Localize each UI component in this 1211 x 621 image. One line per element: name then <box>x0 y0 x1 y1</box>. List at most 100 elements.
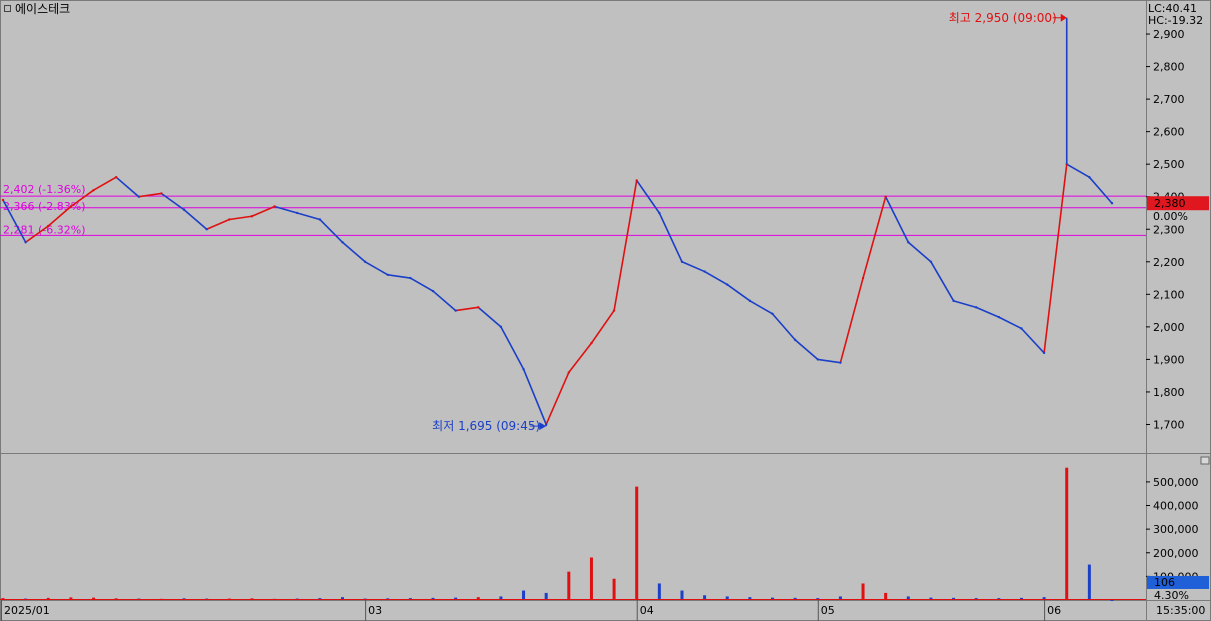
zero-pct-label: 0.00% <box>1153 210 1188 223</box>
volume-bar <box>748 597 752 600</box>
time-tick-label: 04 <box>640 604 654 617</box>
high-arrow-icon <box>1060 13 1067 22</box>
price-segment <box>500 326 525 370</box>
price-segment <box>726 283 751 302</box>
price-segment <box>409 277 434 292</box>
price-segment <box>70 189 94 208</box>
price-point <box>160 192 163 195</box>
time-readout: 15:35:00 <box>1156 604 1205 617</box>
square-icon <box>4 5 11 12</box>
price-segment <box>25 225 49 243</box>
price-point <box>703 270 706 273</box>
price-tick-label: 2,500 <box>1153 158 1185 171</box>
price-point <box>567 371 571 374</box>
price-segment <box>1088 176 1113 204</box>
volume-bar <box>454 597 458 600</box>
price-segment <box>1020 327 1045 354</box>
price-tick-label: 2,600 <box>1153 126 1185 139</box>
high-annotation: 최고 2,950 (09:00) <box>949 11 1057 25</box>
volume-bar <box>952 597 956 600</box>
price-point <box>363 260 367 263</box>
low-annotation: 최저 1,695 (09:45) <box>432 419 540 433</box>
price-segment <box>839 277 864 363</box>
volume-bar <box>476 597 480 600</box>
price-point <box>273 205 276 208</box>
price-point <box>431 289 435 293</box>
price-tick-label: 1,700 <box>1153 418 1185 431</box>
price-segment <box>206 218 230 230</box>
volume-bar <box>1019 597 1023 600</box>
chart-title: 에이스테크 <box>15 2 70 16</box>
price-point <box>1 198 5 202</box>
price-segment <box>183 209 208 230</box>
volume-bar <box>635 486 639 600</box>
price-tick-label: 2,000 <box>1153 321 1185 334</box>
price-segment <box>862 196 887 279</box>
price-point <box>228 218 231 221</box>
price-point <box>884 195 887 198</box>
price-segment <box>613 180 638 311</box>
price-point <box>1020 327 1023 330</box>
price-point <box>477 306 480 309</box>
volume-bar <box>1087 564 1091 600</box>
price-segment <box>341 241 366 263</box>
current-volume-pct: 4.30% <box>1154 589 1189 602</box>
price-point <box>748 299 752 303</box>
price-segment <box>998 316 1022 330</box>
price-segment <box>771 313 796 341</box>
volume-tick-label: 200,000 <box>1153 547 1199 560</box>
price-segment <box>817 358 841 364</box>
volume-bar <box>861 583 865 600</box>
current-price-label: 2,380 <box>1154 197 1186 210</box>
volume-tick-label: 400,000 <box>1153 500 1199 513</box>
price-segment <box>432 290 457 312</box>
volume-bar <box>567 571 571 600</box>
price-point <box>137 195 140 198</box>
current-price-badge <box>1147 196 1209 211</box>
volume-bar <box>657 583 661 600</box>
price-tick-label: 2,100 <box>1153 288 1185 301</box>
price-point <box>997 315 1001 319</box>
hc-label: HC:-19.32 <box>1148 14 1203 27</box>
volume-bar <box>340 597 344 600</box>
pane-toggle-icon[interactable] <box>1200 456 1210 465</box>
volume-bar <box>612 578 616 600</box>
price-segment <box>930 261 955 302</box>
price-point <box>1042 351 1046 355</box>
level-line-label: 2,402 (-1.36%) <box>3 183 85 196</box>
price-segment <box>138 192 162 198</box>
price-point <box>24 241 27 244</box>
price-tick-label: 1,900 <box>1153 353 1185 366</box>
volume-bar <box>92 597 96 600</box>
price-point <box>635 179 638 182</box>
price-point <box>975 306 978 309</box>
price-segment <box>953 300 977 309</box>
price-segment <box>704 270 728 286</box>
current-volume-label: 106 <box>1154 576 1175 589</box>
price-segment <box>387 274 411 279</box>
volume-bar <box>1065 467 1069 600</box>
volume-bar <box>929 597 933 600</box>
price-point <box>341 241 344 244</box>
title-box <box>1 1 52 17</box>
price-segment <box>1043 164 1068 353</box>
current-volume-badge <box>1147 575 1209 589</box>
price-segment <box>115 176 140 198</box>
price-segment <box>884 196 910 243</box>
volume-bar <box>725 596 729 600</box>
volume-bar <box>431 597 435 600</box>
price-point <box>454 309 457 312</box>
price-point <box>409 276 412 280</box>
price-segment <box>658 212 683 263</box>
price-segment <box>545 372 570 425</box>
volume-bar <box>793 597 797 600</box>
volume-bar <box>1110 599 1114 601</box>
price-tick-label: 2,700 <box>1153 93 1185 106</box>
price-point <box>612 309 616 312</box>
volume-bar <box>589 557 593 600</box>
price-point <box>952 299 955 303</box>
volume-bar <box>544 592 548 600</box>
price-point <box>47 224 50 228</box>
